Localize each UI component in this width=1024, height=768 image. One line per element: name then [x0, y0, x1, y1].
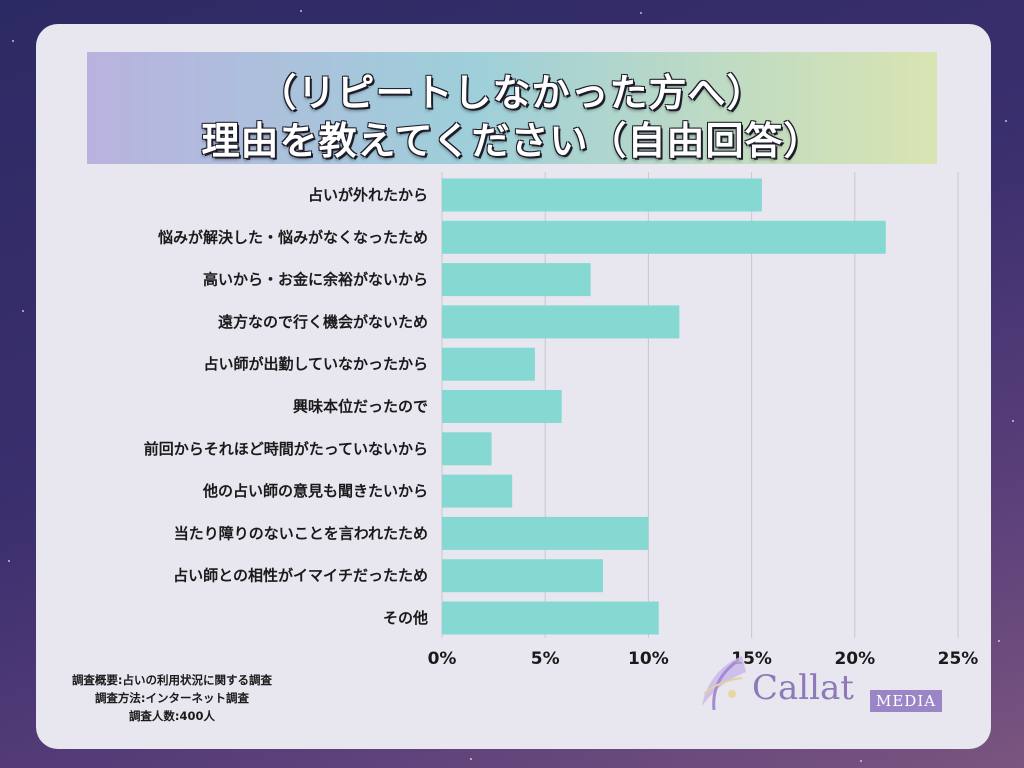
- category-label: 興味本位だったので: [293, 398, 428, 416]
- bar: [442, 474, 513, 508]
- category-label: 遠方なので行く機会がないため: [218, 313, 428, 331]
- bar: [442, 432, 492, 466]
- category-label: 占い師との相性がイマイチだったため: [173, 567, 428, 585]
- x-tick-label: 20%: [834, 649, 875, 669]
- category-label: 他の占い師の意見も聞きたいから: [202, 482, 428, 500]
- bar: [442, 601, 659, 635]
- bar: [442, 263, 591, 297]
- bar: [442, 516, 649, 550]
- bar: [442, 347, 535, 381]
- bar: [442, 220, 886, 254]
- x-tick-label: 5%: [531, 649, 560, 669]
- survey-overview: 調査概要:占いの利用状況に関する調査: [71, 673, 273, 687]
- chart-card: （リピートしなかった方へ） 理由を教えてください（自由回答） 0% 5% 10% 15…: [36, 24, 991, 749]
- callat-logo-icon: [702, 656, 746, 711]
- bar-chart: 0% 5% 10% 15% 20% 25%占いが外れたから悩みが解決した・悩みがなくなった…: [144, 172, 979, 669]
- category-label: 当たり障りのないことを言われたため: [174, 524, 428, 542]
- chart-title-line-1: （リピートしなかった方へ）: [258, 71, 766, 115]
- category-label: 高いから・お金に余裕がないから: [203, 271, 428, 289]
- bar: [442, 178, 762, 212]
- title-banner: （リピートしなかった方へ） 理由を教えてください（自由回答）: [87, 52, 937, 164]
- bar: [442, 305, 680, 339]
- x-tick-label: 25%: [938, 649, 979, 669]
- category-label: 前回からそれほど時間がたっていないから: [144, 440, 428, 458]
- category-label: 占い師が出勤していなかったから: [203, 355, 428, 373]
- x-tick-label: 10%: [628, 649, 669, 669]
- bar: [442, 390, 562, 423]
- bar: [442, 559, 603, 593]
- logo-sub: MEDIA: [870, 690, 943, 712]
- survey-count: 調査人数:400人: [128, 709, 216, 723]
- survey-method: 調査方法:インターネット調査: [94, 691, 250, 705]
- x-tick-label: 0%: [428, 649, 457, 669]
- chart-title-line-2: 理由を教えてください（自由回答）: [201, 119, 823, 163]
- category-label: 悩みが解決した・悩みがなくなったため: [157, 228, 428, 246]
- category-label: その他: [383, 609, 428, 627]
- logo-name: Callat: [752, 668, 854, 708]
- category-label: 占いが外れたから: [308, 186, 428, 204]
